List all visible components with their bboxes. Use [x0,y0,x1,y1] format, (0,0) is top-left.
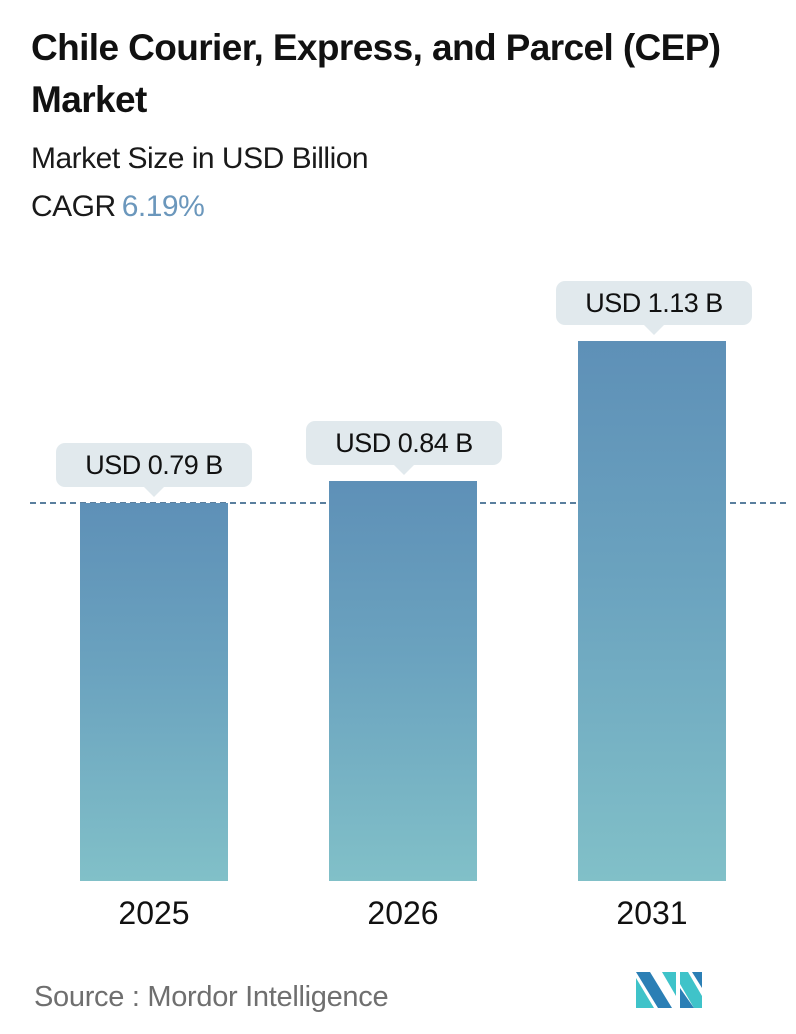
x-tick-2025: 2025 [118,895,190,931]
bar-2026 [329,481,477,881]
x-tick-2031: 2031 [616,895,688,931]
data-label-2031: USD 1.13 B [556,281,752,335]
cagr-annotation: CAGR 6.19% [31,187,205,227]
chart-subtitle: Market Size in USD Billion [31,142,369,175]
bar-2031 [578,341,726,881]
x-tick-2026: 2026 [367,895,439,931]
cagr-label: CAGR [31,190,116,223]
chart-title: Chile Courier, Express, and Parcel (CEP)… [31,27,721,120]
cagr-value: 6.19% [121,190,205,223]
data-label-2025: USD 0.79 B [56,443,252,497]
mordor-intelligence-logo-icon [636,972,702,1008]
data-label-2026: USD 0.84 B [306,421,502,475]
source-text: Source : Mordor Intelligence [34,981,389,1013]
bar-2025 [80,503,228,881]
